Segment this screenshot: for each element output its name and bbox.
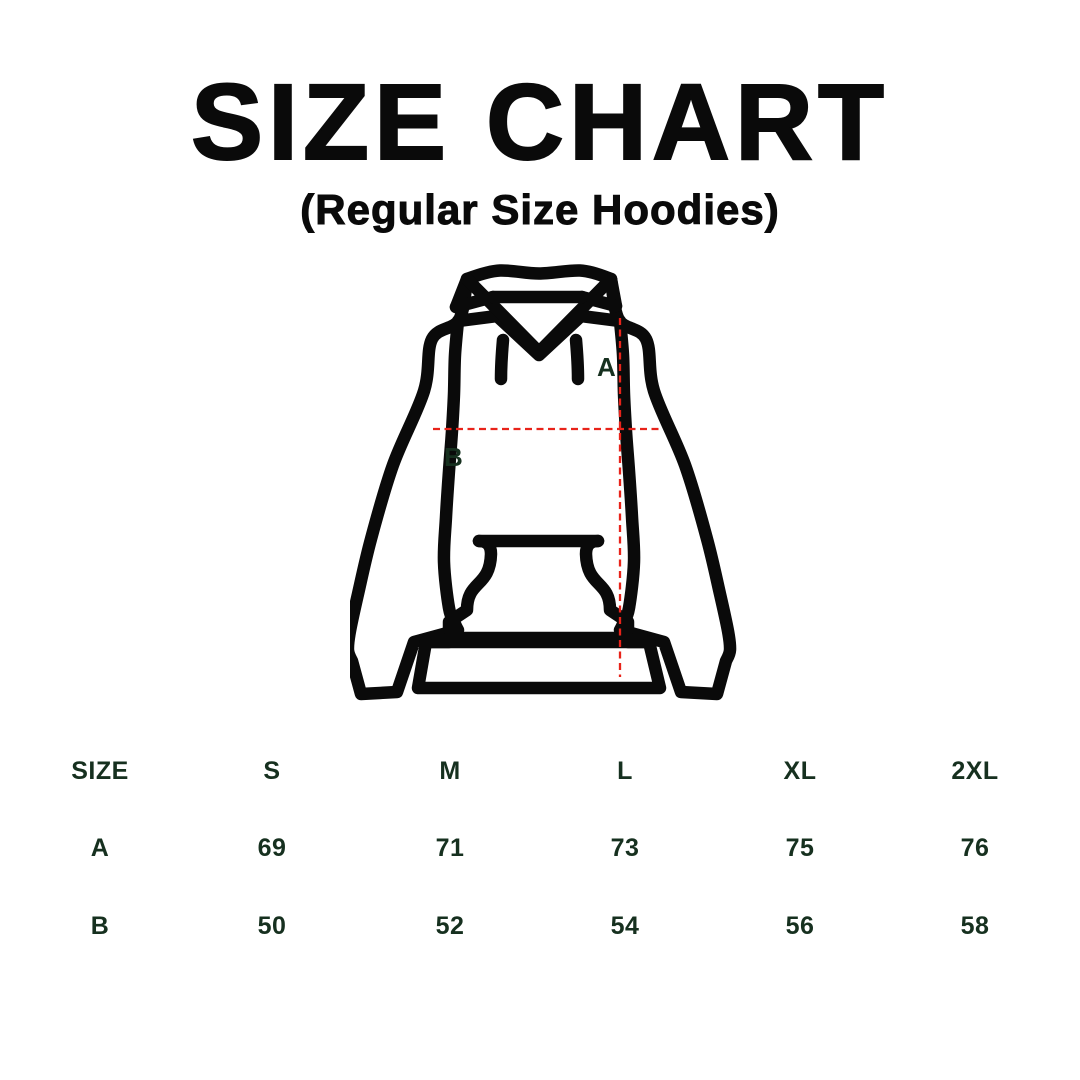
svg-text:A: A (597, 352, 616, 382)
svg-text:B: B (444, 442, 463, 472)
